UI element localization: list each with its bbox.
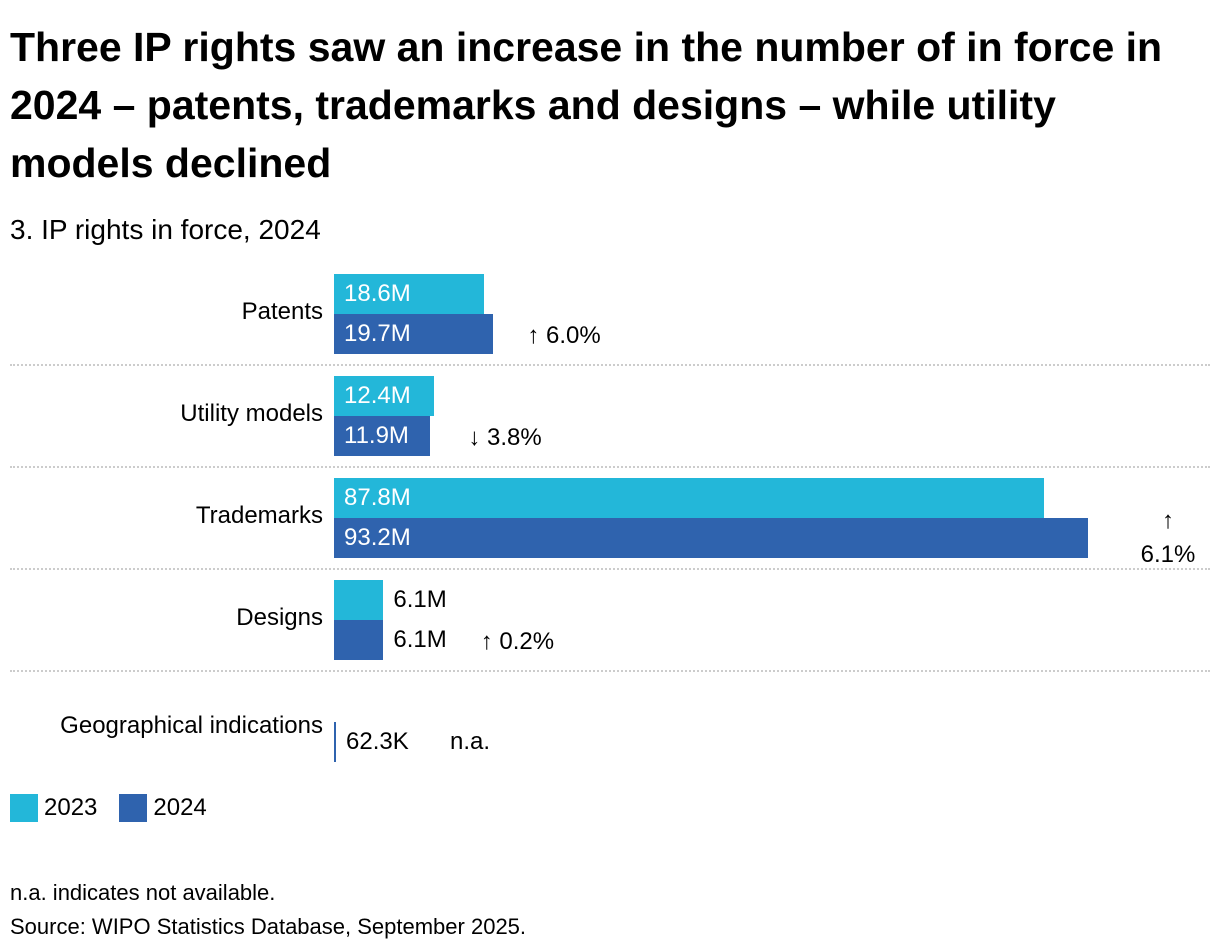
chart-title: Three IP rights saw an increase in the n… xyxy=(10,24,1163,186)
bar-2024 xyxy=(334,620,384,660)
row-separator xyxy=(10,670,1210,672)
category-label: Utility models xyxy=(180,400,323,427)
value-label: 87.8M xyxy=(344,484,411,511)
category-label: Geographical indications xyxy=(60,712,323,739)
bar-2023 xyxy=(334,478,1045,518)
row-separator xyxy=(10,466,1210,468)
change-label: ↓ 3.8% xyxy=(468,424,542,451)
bar-2023 xyxy=(334,580,384,620)
value-label: 6.1M xyxy=(393,626,447,653)
legend: 2023 2024 xyxy=(10,794,207,822)
bar-2024 xyxy=(334,314,494,354)
change-label: ↑ 0.2% xyxy=(480,628,555,655)
value-label: 6.1M xyxy=(393,586,447,613)
row-separator xyxy=(10,568,1210,570)
category-label: Designs xyxy=(236,604,323,631)
category-label: Trademarks xyxy=(195,502,323,529)
legend-swatch xyxy=(119,794,148,822)
change-label: n.a. xyxy=(450,728,491,755)
bar-2023 xyxy=(334,274,485,314)
bar-2023 xyxy=(334,376,435,416)
footnotes: n.a. indicates not available. Source: WI… xyxy=(10,876,526,944)
legend-item-2024: 2024 xyxy=(119,794,207,822)
value-label: 11.9M xyxy=(344,422,409,449)
legend-item-2023: 2023 xyxy=(10,794,97,822)
category-label: Patents xyxy=(241,298,323,325)
value-label: 12.4M xyxy=(344,382,411,409)
change-label: ↑ 6.0% xyxy=(527,322,601,349)
chart-subtitle: 3. IP rights in force, 2024 xyxy=(10,214,321,245)
value-label: 19.7M xyxy=(344,320,411,347)
legend-label: 2023 xyxy=(44,794,98,821)
source-note: Source: WIPO Statistics Database, Septem… xyxy=(10,914,527,939)
legend-swatch xyxy=(10,794,38,822)
bar-2024 xyxy=(334,416,431,456)
bar-2024 xyxy=(334,518,1088,558)
value-label: 18.6M xyxy=(344,280,411,307)
value-label: 62.3K xyxy=(346,728,409,755)
note-na: n.a. indicates not available. xyxy=(10,880,276,905)
value-label: 93.2M xyxy=(344,524,411,551)
row-separator xyxy=(10,364,1210,366)
change-label: ↑ 6.1% xyxy=(1140,507,1196,568)
bar-2024 xyxy=(334,722,336,762)
legend-label: 2024 xyxy=(153,794,207,821)
